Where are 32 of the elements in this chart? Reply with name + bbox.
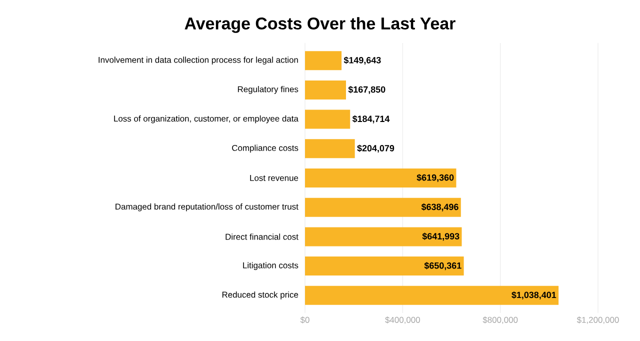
y-tick-label: Regulatory fines [238,86,298,94]
data-label: $650,361 [424,262,462,270]
x-tick-label: $800,000 [482,316,518,324]
data-label: $638,496 [421,203,458,212]
y-tick-label: Litigation costs [243,262,298,270]
bar [305,139,355,158]
data-label: $1,038,401 [512,291,556,300]
data-label: $184,714 [352,115,390,124]
x-tick-label: $1,200,000 [576,316,619,324]
y-tick-label: Reduced stock price [222,291,298,300]
bar [305,256,464,276]
y-tick-label: Loss of organization, customer, or employee data [114,115,298,124]
x-tick-label: $0 [300,316,310,324]
bar [305,80,346,100]
data-label: $641,993 [422,232,460,241]
bar [305,110,350,129]
data-label: $619,360 [416,174,454,182]
y-tick-label: Compliance costs [232,144,298,153]
y-tick-label: Direct financial cost [226,234,298,240]
data-label: $149,643 [344,56,381,65]
data-label: $204,079 [357,144,394,153]
data-label: $167,850 [348,86,386,94]
y-tick-label: Involvement in data collection process for legal action [98,56,298,65]
bar [305,51,342,70]
y-tick-label: Lost revenue [250,175,298,181]
x-tick-label: $400,000 [385,316,420,324]
y-tick-label: Damaged brand reputation/loss of customer trust [116,203,298,212]
bar [305,168,456,188]
bar [305,198,461,217]
bar [305,227,462,246]
chart-title: Average Costs Over the Last Year [184,17,456,33]
bar [305,286,559,305]
